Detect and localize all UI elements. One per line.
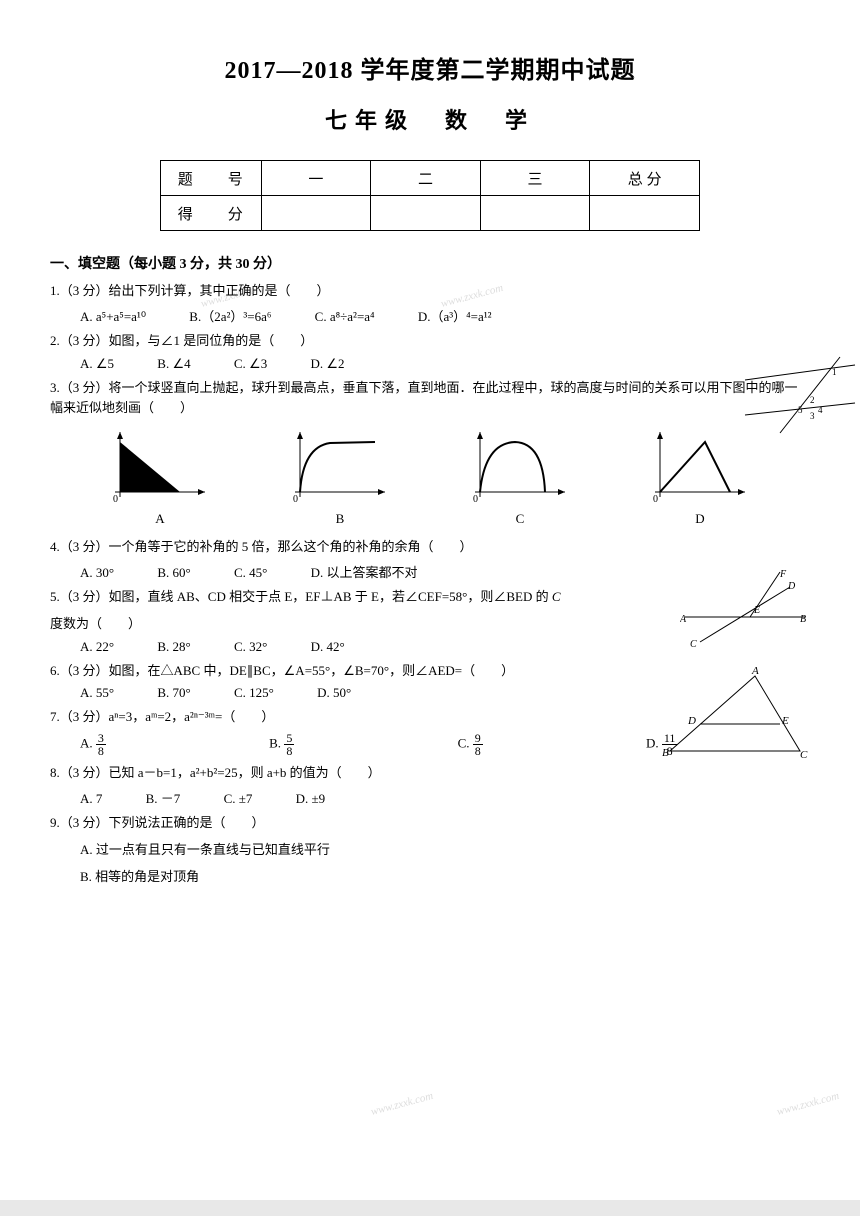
svg-text:C: C [690,639,697,650]
svg-text:B: B [662,747,669,759]
question-2: 2.（3 分）如图，与∠1 是同位角的是（ ） [50,331,810,352]
cell: 一 [261,161,371,196]
table-row: 题 号 一 二 三 总 分 [161,161,700,196]
option-a: A. 55° [80,685,114,701]
option-c: C. ±7 [224,791,253,807]
q6-block: A B C D E 6.（3 分）如图，在△ABC 中，DE∥BC，∠A=55°… [50,661,810,758]
cell: 三 [480,161,590,196]
option-d: D. ±9 [296,791,326,807]
graph-b: 0 B [285,427,395,527]
option-a: A. 22° [80,639,114,655]
watermark: www.zxxk.com [776,1090,841,1118]
svg-text:1: 1 [832,367,837,377]
question-4: 4.（3 分）一个角等于它的补角的 5 倍，那么这个角的补角的余角（ ） [50,537,810,558]
option-c: C. 45° [234,565,267,581]
question-1: 1.（3 分）给出下列计算，其中正确的是（ ） [50,281,810,302]
graph-b-svg: 0 [285,427,395,507]
svg-text:C: C [800,749,808,761]
sub-title: 七年级 数 学 [50,103,810,135]
q9-option-b: B. 相等的角是对顶角 [80,867,810,888]
option-c: C. 98 [458,732,563,757]
q2-options: A. ∠5 B. ∠4 C. ∠3 D. ∠2 [80,356,810,372]
svg-text:0: 0 [473,494,478,505]
question-7: 7.（3 分）aⁿ=3，aᵐ=2，a²ⁿ⁻³ᵐ=（ ） [50,707,810,728]
cell [480,196,590,231]
question-5b: 度数为（ ） [50,614,810,635]
option-d: D.（a³）⁴=a¹² [418,306,492,325]
option-d: D. 42° [311,639,345,655]
option-c: C. a⁸÷a²=a⁴ [315,309,375,325]
option-b: B. 60° [157,565,190,581]
option-a: A. a⁵+a⁵=a¹⁰ [80,309,146,325]
q5-text1: 5.（3 分）如图，直线 AB、CD 相交于点 E，EF⊥AB 于 E，若∠CE… [50,589,549,604]
cell: 二 [371,161,481,196]
section-header: 一、填空题（每小题 3 分，共 30 分） [50,253,810,273]
graph-label: B [285,511,395,527]
option-b: B. －7 [146,788,181,807]
svg-text:3: 3 [810,411,815,421]
cell [261,196,371,231]
cell-label: 得 分 [161,196,262,231]
question-9: 9.（3 分）下列说法正确的是（ ） [50,813,810,834]
q5-figure: A B C D E F [680,567,810,652]
frac-d: 8 [96,745,106,757]
cell-label: 题 号 [161,161,262,196]
cell [371,196,481,231]
q9-option-a: A. 过一点有且只有一条直线与已知直线平行 [80,840,810,861]
frac-d: 8 [473,745,483,757]
svg-text:2: 2 [810,395,815,405]
svg-text:0: 0 [653,494,658,505]
graph-a-svg: 0 [105,427,215,507]
q5-block: A B C D E F 5.（3 分）如图，直线 AB、CD 相交于点 E，EF… [50,587,810,655]
question-3: 3.（3 分）将一个球竖直向上抛起，球升到最高点，垂直下落，直到地面．在此过程中… [50,378,810,420]
graph-c: 0 C [465,427,575,527]
q1-options: A. a⁵+a⁵=a¹⁰ B.（2a²）³=6a⁶ C. a⁸÷a²=a⁴ D.… [80,306,810,325]
q3-graphs: 0 A 0 B 0 C [70,427,790,527]
q8-options: A. 7 B. －7 C. ±7 D. ±9 [80,788,810,807]
graph-label: A [105,511,215,527]
option-c: C. 32° [234,639,267,655]
option-a: A. 38 [80,732,186,757]
option-d: D. 以上答案都不对 [311,562,418,581]
option-b: B. ∠4 [157,356,190,372]
graph-a: 0 A [105,427,215,527]
option-b: B. 28° [157,639,190,655]
option-d: D. ∠2 [310,356,344,372]
score-table: 题 号 一 二 三 总 分 得 分 [160,160,700,231]
option-c: C. ∠3 [234,356,267,372]
svg-text:4: 4 [818,405,823,415]
cell [590,196,700,231]
question-5a: 5.（3 分）如图，直线 AB、CD 相交于点 E，EF⊥AB 于 E，若∠CE… [50,587,810,608]
option-a: A. ∠5 [80,356,114,372]
exam-page: 2017—2018 学年度第二学期期中试题 七年级 数 学 题 号 一 二 三 … [0,0,860,1200]
watermark: www.zxxk.com [370,1090,435,1118]
cell: 总 分 [590,161,700,196]
option-b: B.（2a²）³=6a⁶ [189,306,271,325]
graph-c-svg: 0 [465,427,575,507]
graph-d: 0 D [645,427,755,527]
option-b: B. 58 [269,732,374,757]
option-a: A. 30° [80,565,114,581]
option-c: C. 125° [234,685,274,701]
svg-text:0: 0 [113,494,118,505]
option-a: A. 7 [80,791,102,807]
option-b: B. 70° [157,685,190,701]
question-6: 6.（3 分）如图，在△ABC 中，DE∥BC，∠A=55°，∠B=70°，则∠… [50,661,810,682]
svg-text:0: 0 [293,494,298,505]
frac-d: 8 [284,745,294,757]
question-8: 8.（3 分）已知 a－b=1，a²+b²=25，则 a+b 的值为（ ） [50,763,810,784]
option-d: D. 50° [317,685,351,701]
svg-text:F: F [779,569,787,580]
graph-d-svg: 0 [645,427,755,507]
main-title: 2017—2018 学年度第二学期期中试题 [50,50,810,85]
graph-label: C [465,511,575,527]
table-row: 得 分 [161,196,700,231]
graph-label: D [645,511,755,527]
